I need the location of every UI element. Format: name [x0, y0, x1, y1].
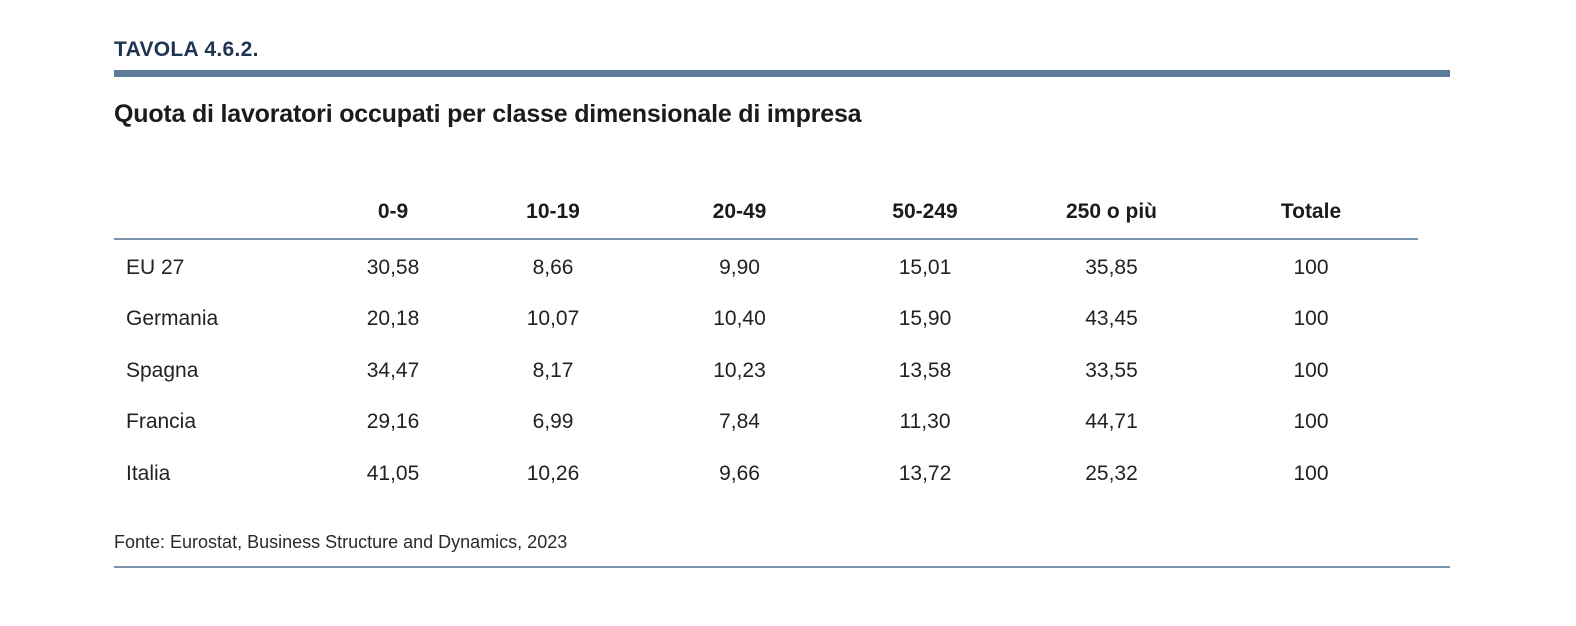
table-cell: 33,55	[1085, 358, 1138, 382]
table-cell: 25,32	[1085, 461, 1138, 485]
source-note: Fonte: Eurostat, Business Structure and …	[114, 532, 568, 552]
table-cell: 35,85	[1085, 255, 1138, 279]
table-cell: 41,05	[366, 461, 420, 485]
table-cell: 8,17	[532, 358, 574, 382]
table-cell: 13,58	[898, 358, 952, 382]
table-cell: 10,26	[526, 461, 580, 485]
table-number-label: TAVOLA 4.6.2.	[114, 38, 259, 61]
table-header: 0-9 10-19 20-49 50-249 250 o più Totale	[114, 186, 1418, 240]
table-cell: 100	[1293, 461, 1329, 485]
row-label: Francia	[126, 410, 197, 434]
column-header-250-plus: 250 o più	[1019, 186, 1204, 240]
row-label: EU 27	[126, 255, 185, 279]
table-cell: 11,30	[899, 410, 951, 434]
table-cell: 30,58	[366, 255, 420, 279]
employment-share-table: 0-9 10-19 20-49 50-249 250 o più Totale …	[114, 186, 1418, 500]
table-row: Spagna 34,47 8,17 10,23 13,58 33,55 100	[114, 345, 1418, 397]
header-rule	[114, 70, 1450, 77]
table-cell: 6,99	[532, 410, 574, 434]
column-header-totale: Totale	[1204, 186, 1418, 240]
data-table-container: 0-9 10-19 20-49 50-249 250 o più Totale …	[114, 186, 1418, 500]
table-cell: 100	[1293, 410, 1329, 434]
table-body: EU 27 30,58 8,66 9,90 15,01 35,85 100 Ge…	[114, 239, 1418, 500]
table-cell: 100	[1293, 255, 1329, 279]
row-label: Spagna	[126, 358, 199, 382]
table-cell: 100	[1293, 358, 1329, 382]
table-cell: 10,23	[713, 358, 766, 382]
table-row: Italia 41,05 10,26 9,66 13,72 25,32 100	[114, 448, 1418, 500]
table-row: Germania 20,18 10,07 10,40 15,90 43,45 1…	[114, 294, 1418, 346]
table-cell: 15,90	[898, 307, 952, 331]
table-cell: 44,71	[1085, 410, 1138, 434]
table-cell: 9,90	[719, 255, 760, 279]
page-title: Quota di lavoratori occupati per classe …	[114, 100, 862, 128]
table-cell: 10,40	[713, 307, 766, 331]
footer-rule	[114, 566, 1450, 568]
table-cell: 9,66	[719, 461, 760, 485]
table-cell: 29,16	[366, 410, 420, 434]
row-label: Germania	[126, 307, 219, 331]
table-cell: 43,45	[1085, 307, 1138, 331]
table-cell: 20,18	[366, 307, 420, 331]
row-label: Italia	[126, 461, 171, 485]
table-cell: 15,01	[898, 255, 952, 279]
column-header-50-249: 50-249	[831, 186, 1019, 240]
column-header-country	[114, 186, 328, 240]
column-header-20-49: 20-49	[648, 186, 831, 240]
table-cell: 100	[1293, 307, 1329, 331]
table-cell: 10,07	[526, 307, 580, 331]
column-header-10-19: 10-19	[458, 186, 648, 240]
header-row: 0-9 10-19 20-49 50-249 250 o più Totale	[114, 186, 1418, 240]
table-row: Francia 29,16 6,99 7,84 11,30 44,71 100	[114, 397, 1418, 449]
table-cell: 13,72	[898, 461, 952, 485]
column-header-0-9: 0-9	[328, 186, 458, 240]
table-cell: 7,84	[719, 410, 760, 434]
table-cell: 34,47	[366, 358, 420, 382]
table-row: EU 27 30,58 8,66 9,90 15,01 35,85 100	[114, 239, 1418, 294]
table-cell: 8,66	[532, 255, 574, 279]
